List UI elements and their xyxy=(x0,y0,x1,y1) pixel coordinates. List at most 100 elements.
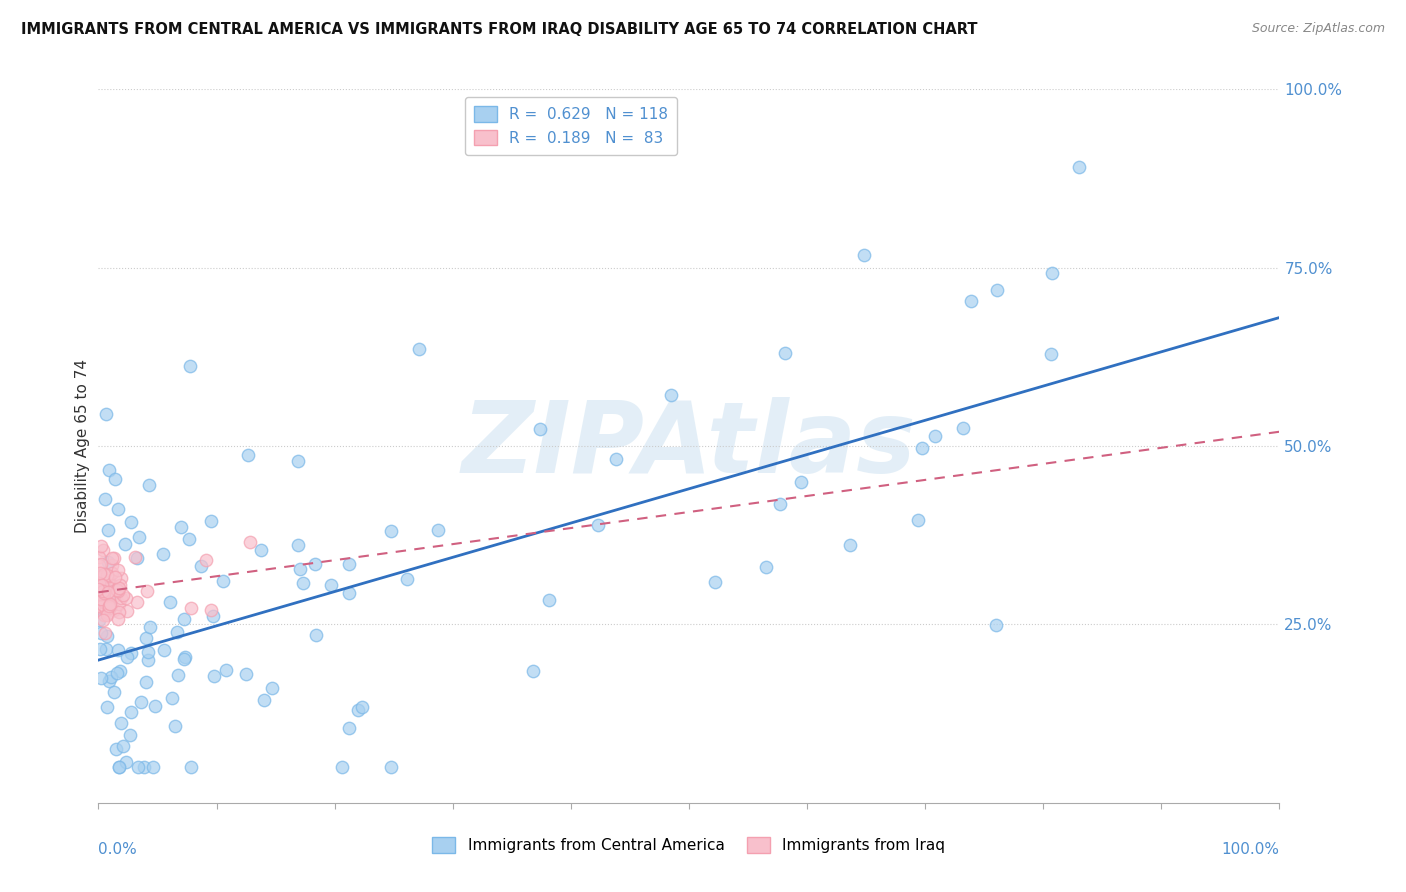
Point xyxy=(337,586,360,600)
Point xyxy=(94,603,117,617)
Text: ZIPAtlas: ZIPAtlas xyxy=(461,398,917,494)
Point xyxy=(89,587,111,601)
Point xyxy=(104,588,127,602)
Point xyxy=(173,612,195,626)
Point xyxy=(200,603,222,617)
Point xyxy=(89,569,111,583)
Point xyxy=(97,573,120,587)
Point xyxy=(605,452,627,467)
Point xyxy=(90,557,112,571)
Point xyxy=(91,585,114,599)
Point xyxy=(166,624,188,639)
Point xyxy=(94,574,117,588)
Point xyxy=(118,728,141,742)
Point xyxy=(330,760,353,774)
Point xyxy=(91,543,114,558)
Point xyxy=(588,517,610,532)
Point xyxy=(135,675,157,690)
Point xyxy=(108,605,131,619)
Point xyxy=(96,407,118,421)
Point xyxy=(96,700,118,714)
Point xyxy=(350,700,373,714)
Point xyxy=(1040,347,1063,361)
Point xyxy=(202,669,225,683)
Point xyxy=(108,760,131,774)
Point xyxy=(159,595,181,609)
Point xyxy=(89,572,111,586)
Point xyxy=(91,598,114,612)
Point xyxy=(87,584,110,599)
Point xyxy=(852,248,875,262)
Point xyxy=(87,576,110,591)
Point xyxy=(89,558,111,572)
Point xyxy=(538,592,561,607)
Point xyxy=(97,597,120,611)
Point xyxy=(107,643,129,657)
Point xyxy=(98,601,121,615)
Point xyxy=(304,557,326,571)
Point xyxy=(136,653,159,667)
Point xyxy=(305,628,328,642)
Point xyxy=(94,599,117,613)
Point xyxy=(114,537,136,551)
Text: 100.0%: 100.0% xyxy=(1222,842,1279,857)
Point xyxy=(163,718,186,732)
Point xyxy=(200,514,222,528)
Point xyxy=(127,760,149,774)
Text: IMMIGRANTS FROM CENTRAL AMERICA VS IMMIGRANTS FROM IRAQ DISABILITY AGE 65 TO 74 : IMMIGRANTS FROM CENTRAL AMERICA VS IMMIG… xyxy=(21,22,977,37)
Point xyxy=(103,550,125,565)
Point xyxy=(986,283,1008,297)
Point xyxy=(91,585,114,599)
Point xyxy=(93,567,115,582)
Point xyxy=(90,587,112,601)
Point xyxy=(292,575,315,590)
Point xyxy=(89,574,111,589)
Point xyxy=(97,599,120,613)
Point xyxy=(97,569,120,583)
Point xyxy=(960,294,983,309)
Point xyxy=(195,553,218,567)
Point xyxy=(103,685,125,699)
Point xyxy=(128,530,150,544)
Point xyxy=(952,420,974,434)
Point xyxy=(98,591,121,606)
Point xyxy=(907,513,929,527)
Point xyxy=(180,601,202,615)
Point xyxy=(89,642,111,657)
Point xyxy=(661,388,683,402)
Text: Source: ZipAtlas.com: Source: ZipAtlas.com xyxy=(1251,22,1385,36)
Point xyxy=(112,588,135,602)
Point xyxy=(90,626,112,640)
Point xyxy=(236,448,259,462)
Point xyxy=(104,569,127,583)
Point xyxy=(91,582,114,596)
Point xyxy=(120,515,142,529)
Point xyxy=(93,595,115,609)
Point xyxy=(107,563,129,577)
Point xyxy=(252,692,274,706)
Point xyxy=(704,574,727,589)
Point xyxy=(87,599,110,613)
Point xyxy=(96,629,118,643)
Point xyxy=(108,582,131,596)
Point xyxy=(143,698,166,713)
Point xyxy=(347,703,370,717)
Point xyxy=(89,599,111,613)
Legend: Immigrants from Central America, Immigrants from Iraq: Immigrants from Central America, Immigra… xyxy=(426,831,952,859)
Point xyxy=(115,591,138,605)
Point xyxy=(396,572,419,586)
Point xyxy=(107,583,129,598)
Point xyxy=(124,549,146,564)
Point xyxy=(129,695,152,709)
Point xyxy=(91,613,114,627)
Point xyxy=(138,477,160,491)
Point xyxy=(98,600,121,615)
Point xyxy=(90,578,112,592)
Point xyxy=(101,566,124,581)
Point xyxy=(838,538,860,552)
Point xyxy=(337,557,360,571)
Point xyxy=(125,595,148,609)
Point xyxy=(108,664,131,678)
Point xyxy=(1069,161,1091,175)
Point xyxy=(152,547,174,561)
